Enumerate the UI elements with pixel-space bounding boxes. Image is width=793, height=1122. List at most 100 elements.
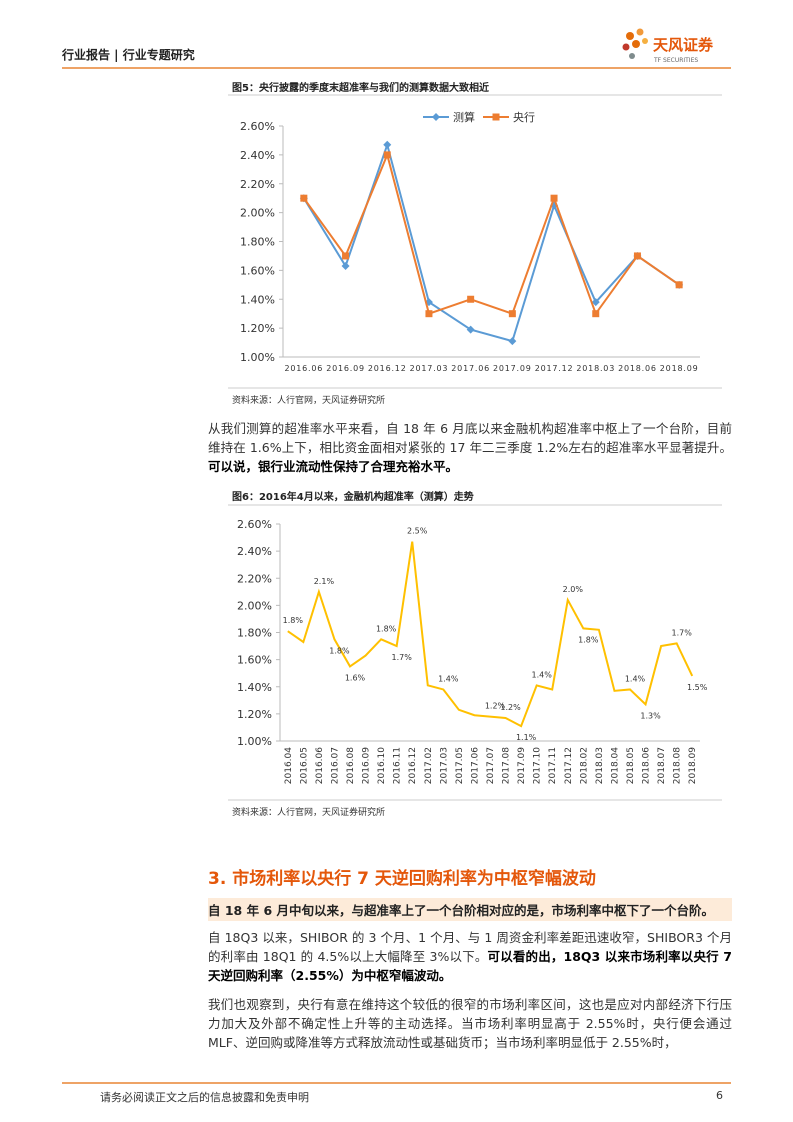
data-point bbox=[675, 281, 683, 289]
x-tick-label: 2016.04 bbox=[284, 747, 294, 784]
y-tick-label: 1.60% bbox=[237, 654, 272, 667]
x-tick-label: 2018.09 bbox=[660, 364, 699, 373]
paragraph: 从我们测算的超准率水平来看，自 18 年 6 月底以来金融机构超准率中枢上了一个… bbox=[208, 419, 732, 476]
data-label: 2.5% bbox=[407, 527, 428, 536]
series-line bbox=[287, 541, 694, 728]
data-point bbox=[550, 194, 558, 202]
data-point bbox=[467, 295, 475, 303]
data-label: 1.8% bbox=[329, 646, 350, 655]
x-tick-label: 2016.10 bbox=[377, 747, 387, 784]
y-tick-label: 1.00% bbox=[240, 351, 275, 364]
data-label: 1.1% bbox=[516, 733, 537, 742]
paragraph-text: 自 18Q3 以来，SHIBOR 的 3 个月、1 个月、与 1 周资金利率差距… bbox=[208, 930, 732, 964]
x-tick-label: 2016.06 bbox=[285, 364, 324, 373]
x-tick-label: 2018.07 bbox=[657, 747, 667, 784]
logo-text: 天风证券 bbox=[653, 36, 714, 54]
data-point bbox=[342, 252, 350, 260]
data-label: 1.5% bbox=[687, 683, 708, 692]
y-tick-label: 2.20% bbox=[237, 572, 272, 585]
page-number: 6 bbox=[716, 1089, 723, 1102]
data-point bbox=[466, 325, 475, 334]
y-tick-label: 1.40% bbox=[240, 293, 275, 306]
x-tick-label: 2017.12 bbox=[564, 747, 574, 784]
y-tick-label: 1.60% bbox=[240, 264, 275, 277]
y-tick-label: 1.00% bbox=[237, 735, 272, 748]
x-tick-label: 2016.11 bbox=[393, 747, 403, 784]
x-tick-label: 2018.03 bbox=[576, 364, 615, 373]
header-title: 行业报告 | 行业专题研究 bbox=[62, 48, 195, 62]
y-tick-label: 1.80% bbox=[237, 627, 272, 640]
data-point bbox=[508, 310, 516, 318]
data-label: 2.1% bbox=[314, 577, 335, 586]
figure-source: 资料来源：人行官网，天风证券研究所 bbox=[232, 808, 386, 818]
y-tick-label: 1.20% bbox=[237, 708, 272, 721]
x-tick-label: 2016.07 bbox=[330, 747, 340, 784]
x-tick-label: 2016.08 bbox=[346, 747, 356, 784]
x-tick-label: 2016.06 bbox=[315, 747, 325, 784]
lead-paragraph: 自 18 年 6 月中旬以来，与超准率上了一个台阶相对应的是，市场利率中枢下了一… bbox=[208, 898, 732, 921]
data-label: 1.8% bbox=[283, 616, 304, 625]
x-tick-label: 2016.12 bbox=[408, 747, 418, 784]
y-tick-label: 2.00% bbox=[237, 599, 272, 612]
x-tick-label: 2018.06 bbox=[642, 747, 652, 784]
data-point bbox=[300, 194, 308, 202]
data-label: 1.8% bbox=[578, 635, 599, 644]
data-label: 1.7% bbox=[672, 628, 693, 637]
legend-label: 央行 bbox=[513, 111, 535, 124]
data-label: 1.4% bbox=[625, 674, 646, 683]
y-tick-label: 2.60% bbox=[240, 120, 275, 133]
y-tick-label: 1.40% bbox=[237, 681, 272, 694]
data-label: 1.2% bbox=[485, 702, 506, 711]
x-tick-label: 2017.11 bbox=[548, 747, 558, 784]
x-tick-label: 2018.08 bbox=[673, 747, 683, 784]
y-tick-label: 2.40% bbox=[237, 545, 272, 558]
data-point bbox=[508, 337, 517, 346]
x-tick-label: 2017.09 bbox=[493, 364, 532, 373]
paragraph-text: 从我们测算的超准率水平来看，自 18 年 6 月底以来金融机构超准率中枢上了一个… bbox=[208, 421, 732, 455]
x-tick-label: 2016.09 bbox=[362, 747, 372, 784]
section-heading: 3. 市场利率以央行 7 天逆回购利率为中枢窄幅波动 bbox=[208, 869, 596, 889]
x-tick-label: 2017.09 bbox=[517, 747, 527, 784]
x-tick-label: 2017.10 bbox=[533, 747, 543, 784]
paragraph-text: 我们也观察到，央行有意在维持这个较低的很窄的市场利率区间，这也是应对内部经济下行… bbox=[208, 997, 732, 1050]
data-point bbox=[383, 140, 392, 149]
x-tick-label: 2018.03 bbox=[595, 747, 605, 784]
footer-disclaimer: 请务必阅读正文之后的信息披露和免责申明 bbox=[100, 1091, 309, 1104]
data-point bbox=[592, 310, 600, 318]
x-tick-label: 2017.06 bbox=[470, 747, 480, 784]
x-tick-label: 2018.04 bbox=[610, 747, 620, 784]
paragraph: 我们也观察到，央行有意在维持这个较低的很窄的市场利率区间，这也是应对内部经济下行… bbox=[208, 995, 732, 1052]
data-label: 1.4% bbox=[438, 674, 459, 683]
data-label: 1.6% bbox=[345, 673, 366, 682]
x-tick-label: 2017.02 bbox=[424, 747, 434, 784]
data-point bbox=[341, 262, 350, 271]
data-label: 1.2% bbox=[500, 703, 521, 712]
figure-source: 资料来源：人行官网，天风证券研究所 bbox=[232, 396, 386, 406]
series-line bbox=[302, 141, 680, 343]
x-tick-label: 2016.05 bbox=[299, 747, 309, 784]
x-tick-label: 2018.09 bbox=[688, 747, 698, 784]
legend-label: 测算 bbox=[453, 110, 475, 124]
x-tick-label: 2018.06 bbox=[618, 364, 657, 373]
data-point bbox=[591, 298, 600, 307]
paragraph-emphasis: 可以看的出，18Q3 以来市场利率以央行 7 天逆回购利率（2.55%）为中枢窄… bbox=[208, 949, 732, 983]
x-tick-label: 2018.02 bbox=[579, 747, 589, 784]
y-tick-label: 2.40% bbox=[240, 149, 275, 162]
x-tick-label: 2017.03 bbox=[439, 747, 449, 784]
data-label: 1.3% bbox=[640, 711, 661, 720]
logo-subtext: TF SECURITIES bbox=[653, 57, 698, 64]
y-tick-label: 1.80% bbox=[240, 236, 275, 249]
y-tick-label: 2.00% bbox=[240, 207, 275, 220]
paragraph-emphasis: 可以说，银行业流动性保持了合理充裕水平。 bbox=[208, 459, 459, 474]
data-label: 2.0% bbox=[563, 585, 584, 594]
figure-caption: 图6：2016年4月以来，金融机构超准率（测算）走势 bbox=[232, 492, 474, 503]
x-tick-label: 2017.06 bbox=[451, 364, 490, 373]
x-tick-label: 2016.12 bbox=[368, 364, 407, 373]
data-label: 1.4% bbox=[532, 670, 553, 679]
y-tick-label: 2.20% bbox=[240, 178, 275, 191]
logo-icon bbox=[622, 28, 648, 59]
x-tick-label: 2017.05 bbox=[455, 747, 465, 784]
data-label: 1.8% bbox=[376, 624, 397, 633]
